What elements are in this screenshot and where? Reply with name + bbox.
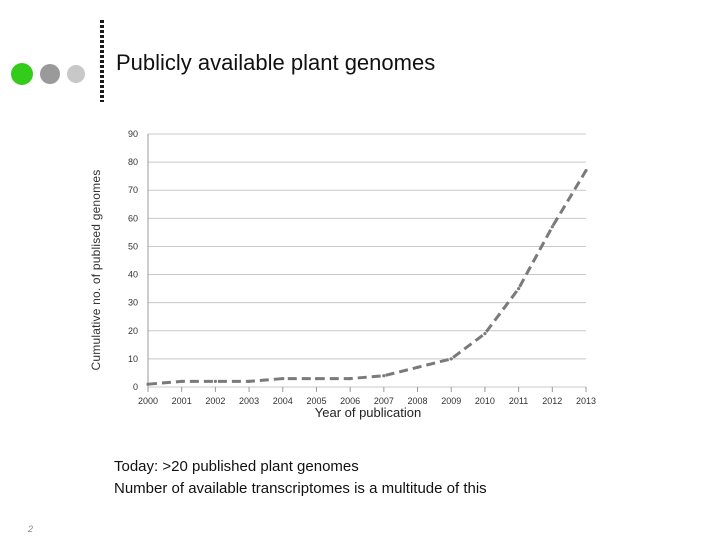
decor-dot-gray-dark (40, 64, 60, 84)
x-tick-label: 2000 (138, 396, 158, 406)
x-tick-label: 2011 (509, 396, 528, 406)
x-tick-label: 2009 (441, 396, 461, 406)
series-line (147, 169, 588, 386)
decor-dot-green (11, 63, 33, 85)
decor-dot-gray-light (67, 65, 85, 83)
data-point (415, 365, 420, 369)
data-point (550, 225, 554, 229)
x-tick-label: 2007 (374, 396, 394, 406)
page-number: 2 (28, 524, 34, 534)
data-point (348, 376, 352, 381)
data-point (517, 287, 521, 291)
data-point (483, 331, 487, 336)
x-tick-label: 2010 (475, 396, 495, 406)
data-point (180, 379, 184, 383)
data-point (314, 376, 319, 381)
y-tick-label: 80 (128, 157, 138, 167)
y-tick-label: 70 (128, 185, 138, 195)
note-transcriptomes: Number of available transcriptomes is a … (114, 480, 487, 497)
x-tick-label: 2012 (542, 396, 562, 406)
y-tick-label: 20 (128, 326, 138, 336)
x-tick-label: 2004 (273, 396, 293, 406)
note-published-genomes: Today: >20 published plant genomes (114, 458, 359, 475)
x-tick-label: 2003 (239, 396, 259, 406)
slide-title: Publicly available plant genomes (116, 50, 436, 75)
decor-dotted-bar (100, 20, 104, 102)
x-tick-label: 2006 (340, 396, 360, 406)
x-tick-label: 2001 (172, 396, 192, 406)
data-point (247, 379, 251, 383)
x-axis-label: Year of publication (314, 405, 422, 420)
x-tick-label: 2002 (205, 396, 225, 406)
y-tick-label: 30 (128, 298, 138, 308)
y-tick-label: 90 (128, 129, 138, 139)
y-tick-label: 0 (133, 382, 138, 392)
data-point (449, 357, 453, 361)
data-point (382, 374, 386, 378)
y-tick-label: 10 (128, 354, 138, 364)
x-tick-label: 2013 (576, 396, 596, 406)
x-tick-label: 2008 (408, 396, 428, 406)
data-point (584, 168, 588, 173)
data-point (281, 376, 285, 381)
data-point (146, 382, 150, 386)
x-tick-label: 2005 (306, 396, 326, 406)
data-point (213, 379, 217, 383)
y-tick-label: 60 (128, 213, 138, 223)
y-tick-label: 40 (128, 270, 138, 280)
y-axis-label: Cumulative no. of publised genomes (89, 169, 103, 371)
y-tick-label: 50 (128, 241, 138, 251)
